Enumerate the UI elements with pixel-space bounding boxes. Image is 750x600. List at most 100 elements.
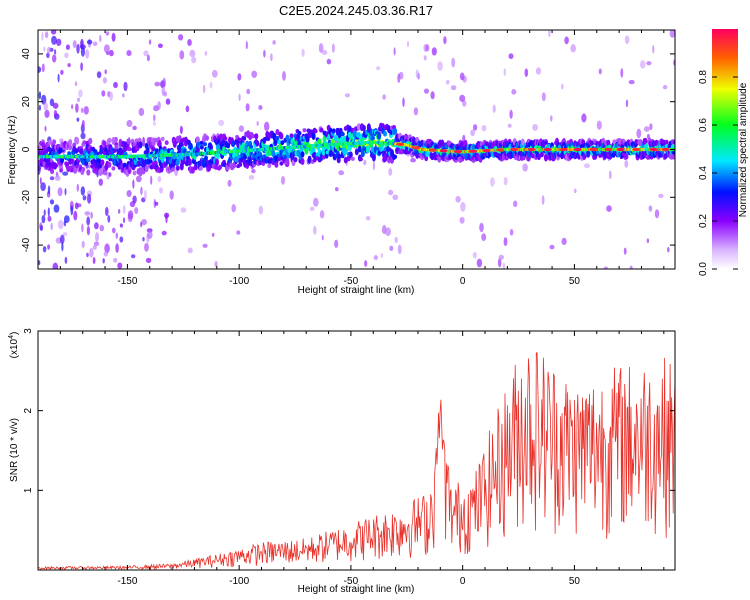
heatmap-cell (64, 188, 67, 196)
heatmap-cell (82, 195, 87, 201)
heatmap-cell (169, 190, 174, 200)
heatmap-cell (57, 219, 64, 230)
heatmap-cell (321, 50, 328, 55)
heatmap-cell (450, 85, 457, 91)
heatmap-cell (459, 72, 465, 81)
heatmap-cell (75, 137, 80, 145)
heatmap-cell (264, 121, 270, 132)
heatmap-cell (99, 34, 102, 43)
heatmap-cell (317, 138, 322, 145)
heatmap-cell (482, 149, 491, 153)
heatmap-cell (584, 163, 590, 169)
heatmap-cell (667, 246, 670, 253)
heatmap-cell (178, 34, 184, 41)
heatmap-cell (86, 169, 91, 176)
x-tick-label: -150 (117, 276, 137, 287)
heatmap-cell (334, 239, 339, 248)
heatmap-cell (661, 147, 670, 152)
heatmap-cell (513, 200, 518, 208)
heatmap-cell (165, 98, 171, 105)
x-tick-label: -150 (117, 576, 137, 587)
heatmap-cell (383, 130, 387, 137)
heatmap-cell (254, 133, 259, 140)
heatmap-cell (104, 69, 107, 75)
colorbar-tick-label: 0.0 (698, 262, 709, 276)
heatmap-cell (643, 126, 650, 132)
heatmap-cell (550, 115, 553, 122)
heatmap-cell (203, 142, 207, 147)
heatmap-cell (502, 262, 506, 269)
heatmap-cell (52, 262, 59, 269)
heatmap-cell (130, 161, 135, 166)
y-tick-label: -20 (21, 190, 32, 205)
heatmap-cell (332, 43, 335, 53)
heatmap-cell (107, 161, 112, 168)
heatmap-cell (511, 89, 517, 95)
colorbar-ticks: 0.0 0.2 0.4 0.6 0.8 (698, 70, 738, 276)
heatmap-cell (481, 125, 487, 132)
heatmap-cell (539, 151, 544, 158)
heatmap-cell (319, 210, 325, 219)
heatmap-cell (99, 224, 105, 232)
heatmap-cell (256, 121, 259, 126)
x-tick-label: 50 (569, 276, 581, 287)
x-tick-label: -100 (229, 276, 249, 287)
heatmap-cell (340, 131, 345, 137)
heatmap-cell (62, 232, 68, 237)
heatmap-cell (472, 124, 478, 131)
heatmap-cell (140, 186, 143, 195)
heatmap-cell (385, 227, 391, 237)
heatmap-cell (150, 175, 153, 185)
heatmap-cell (52, 139, 57, 145)
heatmap-cell (282, 71, 286, 81)
heatmap-cell (132, 170, 137, 176)
heatmap-cell (38, 66, 42, 73)
heatmap-cell (481, 233, 487, 242)
heatmap-cell (74, 202, 79, 210)
colorbar-label: Normalized spectral amplitude (738, 82, 749, 217)
heatmap-cell (380, 253, 384, 258)
heatmap-cell (503, 177, 508, 186)
heatmap-cell (632, 147, 641, 152)
heatmap-cell (307, 155, 312, 164)
heatmap-cell (122, 205, 126, 214)
heatmap-cell (86, 216, 91, 226)
heatmap-cell (102, 140, 107, 147)
heatmap-cell (535, 67, 542, 75)
heatmap-cell (168, 158, 173, 165)
heatmap-cell (372, 161, 375, 171)
heatmap-cell (625, 99, 629, 108)
heatmap-cell (363, 159, 367, 166)
heatmap-cell (49, 199, 55, 205)
heatmap-cell (561, 83, 564, 90)
heatmap-cell (76, 183, 80, 192)
y-scale-suffix: ) (9, 332, 20, 335)
heatmap-cell (177, 155, 182, 161)
heatmap-cell (204, 51, 208, 56)
heatmap-cell (246, 88, 251, 95)
heatmap-cell (664, 139, 669, 145)
heatmap-cell (527, 147, 536, 152)
heatmap-cell (127, 210, 134, 220)
heatmap-cell (382, 94, 386, 100)
heatmap-cell (658, 193, 664, 198)
heatmap-cell (388, 168, 393, 176)
heatmap-cell (417, 72, 420, 80)
heatmap-cell (649, 147, 658, 152)
heatmap-cell (154, 201, 159, 206)
heatmap-cell (251, 133, 256, 139)
heatmap-cell (226, 143, 231, 149)
heatmap-cell (302, 128, 307, 133)
heatmap-cell (43, 209, 46, 217)
heatmap-cell (590, 140, 595, 146)
heatmap-cell (56, 38, 62, 46)
heatmap-cell (144, 242, 149, 252)
heatmap-cell (393, 127, 398, 135)
heatmap-cell (507, 123, 512, 128)
heatmap-cell (211, 69, 218, 78)
heatmap-cell (564, 36, 569, 45)
y-scale-prefix: (x10 (9, 338, 20, 358)
heatmap-cell (81, 223, 84, 233)
heatmap-cell (251, 70, 258, 79)
